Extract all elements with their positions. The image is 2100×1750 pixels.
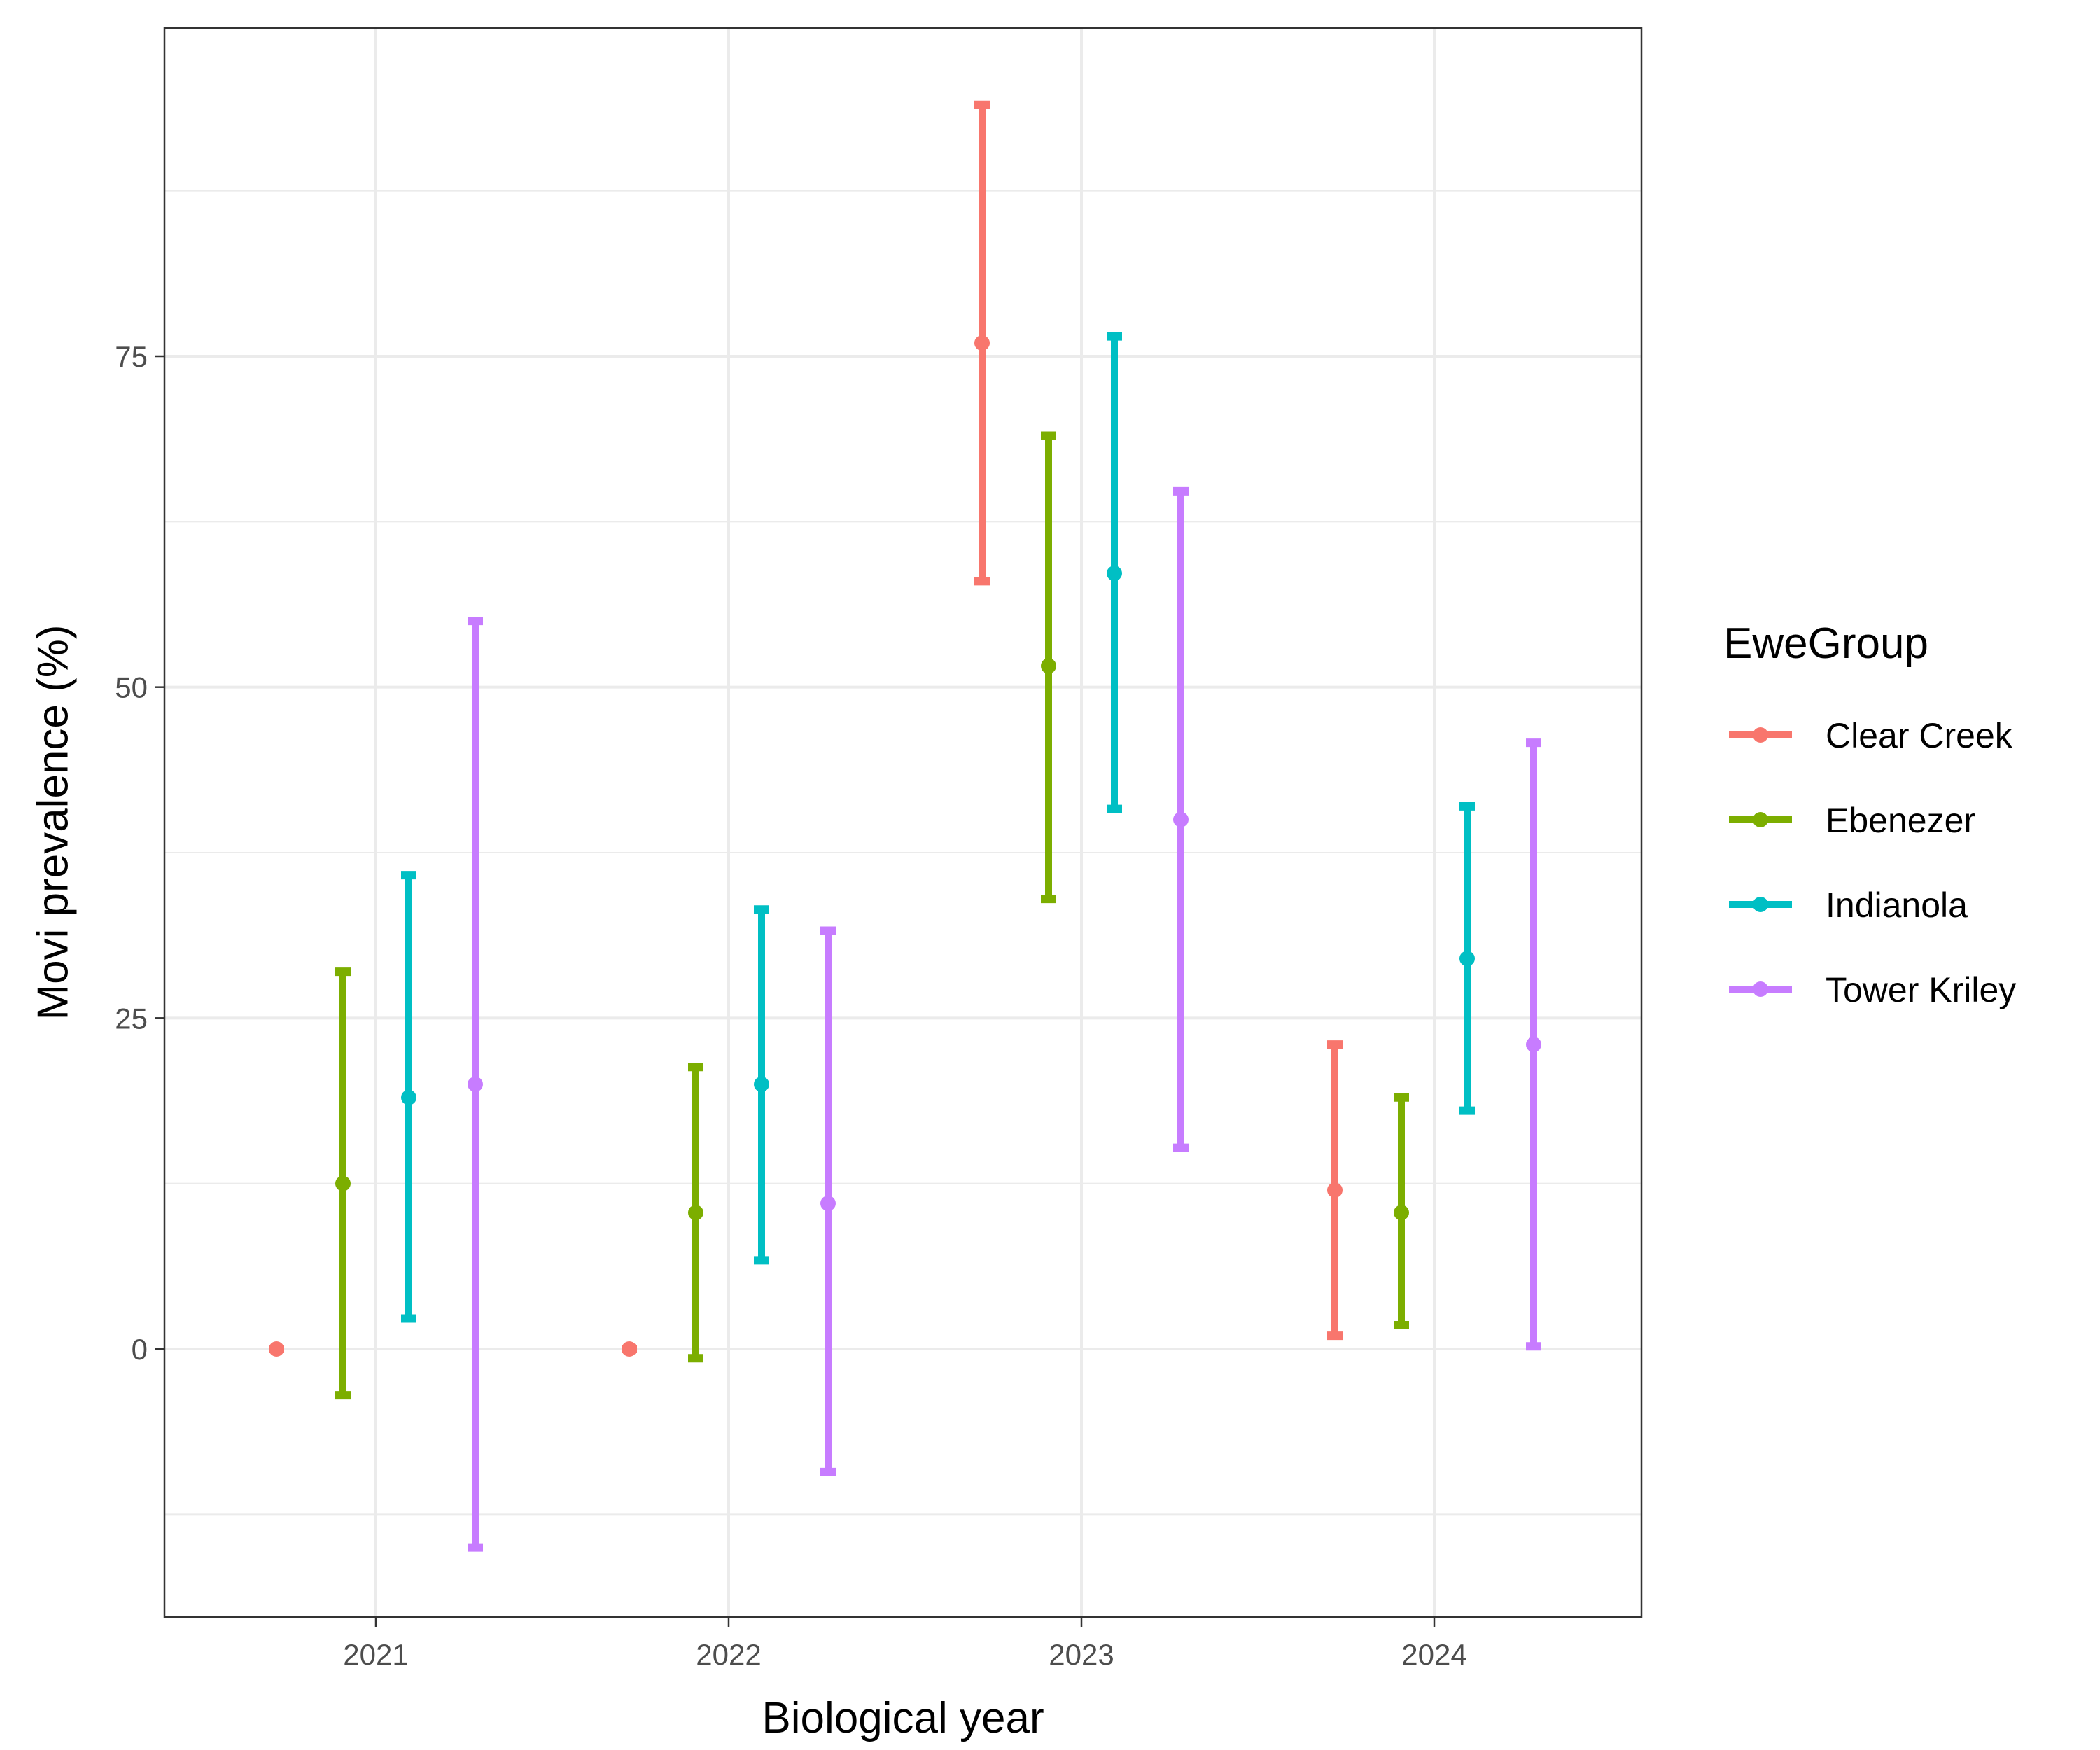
data-point (754, 1076, 769, 1092)
y-tick-label: 75 (115, 340, 148, 373)
data-point (401, 1089, 416, 1105)
data-point (622, 1341, 637, 1357)
legend-title: EweGroup (1723, 620, 1928, 668)
y-tick-label: 0 (132, 1333, 148, 1366)
data-point (269, 1341, 284, 1357)
legend-label: Indianola (1826, 886, 1968, 925)
errorbar-indianola-2021 (401, 871, 416, 1323)
errorbar-indianola-2022 (754, 905, 769, 1265)
errorbar-tower-kriley-2022 (820, 926, 836, 1476)
errorbar-ebenezer-2024 (1394, 1093, 1409, 1329)
errorbar-ebenezer-2022 (688, 1063, 704, 1363)
data-point (974, 335, 990, 351)
errorbar-indianola-2024 (1460, 802, 1475, 1115)
x-tick-label: 2022 (696, 1638, 761, 1671)
x-tick-label: 2021 (343, 1638, 408, 1671)
data-point (1394, 1205, 1409, 1221)
errorbar-ebenezer-2021 (335, 967, 351, 1400)
data-point (1173, 811, 1189, 827)
data-point (820, 1196, 836, 1212)
y-tick-label: 25 (115, 1002, 148, 1035)
data-point (1107, 566, 1122, 582)
legend: EweGroup Clear Creek Ebenezer Indianola Tow… (1723, 620, 2016, 1009)
legend-label: Clear Creek (1826, 716, 2013, 755)
data-point (1327, 1182, 1343, 1198)
data-point (468, 1076, 483, 1092)
legend-key-point (1753, 812, 1768, 827)
plot-marks (269, 100, 1541, 1552)
data-point (335, 1175, 351, 1191)
grid (164, 28, 1642, 1617)
errorbar-clear-creek-2022 (622, 1341, 637, 1357)
legend-label: Ebenezer (1826, 801, 1975, 840)
data-point (688, 1205, 704, 1221)
legend-key-point (1753, 897, 1768, 912)
x-tick-label: 2024 (1401, 1638, 1466, 1671)
errorbar-clear-creek-2021 (269, 1341, 284, 1357)
legend-label: Tower Kriley (1826, 970, 2016, 1009)
errorbar-clear-creek-2024 (1327, 1040, 1343, 1340)
legend-item-indianola: Indianola (1729, 886, 1968, 925)
errorbar-tower-kriley-2024 (1526, 738, 1541, 1351)
legend-item-clear-creek: Clear Creek (1729, 716, 2013, 755)
panel-border (163, 27, 1643, 1618)
errorbar-clear-creek-2023 (974, 100, 990, 586)
x-axis-title: Biological year (762, 1694, 1044, 1742)
errorbar-indianola-2023 (1107, 332, 1122, 813)
x-tick-label: 2023 (1049, 1638, 1114, 1671)
data-point (1460, 951, 1475, 967)
legend-item-ebenezer: Ebenezer (1729, 801, 1975, 840)
axes: 0 25 50 75 2021 2022 2023 2024 (115, 340, 1466, 1671)
legend-key-point (1753, 727, 1768, 743)
legend-key-point (1753, 981, 1768, 997)
errorbar-tower-kriley-2021 (468, 617, 483, 1552)
y-tick-label: 50 (115, 671, 148, 704)
data-point (1526, 1037, 1541, 1053)
errorbar-tower-kriley-2023 (1173, 486, 1189, 1152)
legend-item-tower-kriley: Tower Kriley (1729, 970, 2016, 1009)
errorbar-ebenezer-2023 (1041, 431, 1056, 904)
data-point (1041, 658, 1056, 674)
y-axis-title: Movi prevalence (%) (29, 624, 78, 1020)
